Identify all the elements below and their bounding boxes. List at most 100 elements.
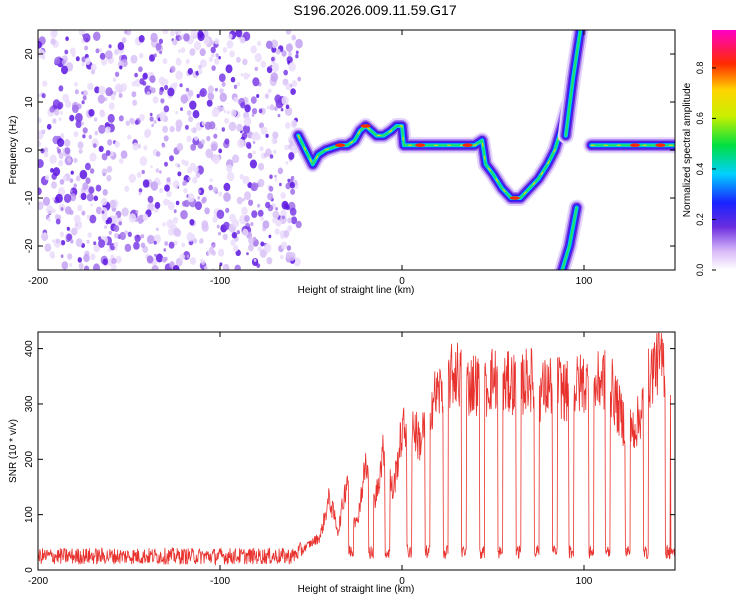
noise-blob <box>161 256 167 263</box>
noise-blob <box>73 183 77 188</box>
noise-blob <box>51 196 56 201</box>
noise-blob <box>67 158 71 163</box>
noise-blob <box>206 135 211 142</box>
noise-blob <box>241 206 248 216</box>
noise-blob <box>75 56 80 62</box>
noise-blob <box>163 135 169 142</box>
noise-blob <box>163 248 167 252</box>
noise-blob <box>224 138 230 145</box>
noise-blob <box>155 43 162 51</box>
noise-blob <box>52 167 61 177</box>
noise-blob <box>98 145 104 153</box>
noise-blob <box>189 219 195 226</box>
noise-blob <box>213 133 218 139</box>
noise-blob <box>106 174 112 182</box>
noise-blob <box>175 257 183 267</box>
x-tick-label: 100 <box>576 276 593 287</box>
noise-blob <box>287 225 293 232</box>
noise-blob <box>223 182 231 192</box>
noise-blob <box>280 254 284 260</box>
noise-blob <box>86 239 90 244</box>
noise-blob <box>200 258 204 263</box>
noise-blob <box>279 215 287 225</box>
noise-blob <box>99 110 106 118</box>
noise-blob <box>230 239 236 246</box>
noise-blob <box>164 161 168 167</box>
noise-blob <box>108 44 112 49</box>
noise-blob <box>73 157 78 163</box>
noise-blob <box>275 48 281 55</box>
noise-blob <box>89 168 95 174</box>
noise-blob <box>55 193 63 203</box>
noise-blob <box>288 152 295 160</box>
noise-blob <box>97 94 105 104</box>
noise-blob <box>181 242 186 248</box>
noise-blob <box>138 188 143 193</box>
noise-blob <box>69 263 73 267</box>
noise-blob <box>284 144 289 151</box>
noise-blob <box>93 195 99 202</box>
noise-blob <box>242 197 246 202</box>
noise-blob <box>235 30 243 38</box>
noise-blob <box>94 86 100 94</box>
noise-blob <box>43 147 49 153</box>
noise-blob <box>258 162 265 171</box>
noise-blob <box>108 230 112 235</box>
noise-blob <box>93 241 97 246</box>
noise-blob <box>201 220 209 229</box>
noise-blob <box>60 133 64 137</box>
noise-blob <box>193 165 199 173</box>
spectrogram-x-ticks: -200 -100 0 100 <box>28 30 593 287</box>
noise-blob <box>53 108 60 116</box>
noise-blob <box>147 202 155 212</box>
noise-blob <box>150 165 153 169</box>
noise-blob <box>295 54 299 59</box>
noise-blob <box>163 91 166 95</box>
noise-blob <box>164 84 169 91</box>
noise-blob <box>195 201 202 211</box>
noise-blob <box>90 63 97 72</box>
noise-blob <box>107 248 111 253</box>
noise-blob <box>274 106 278 111</box>
noise-blob <box>226 171 235 182</box>
noise-blob <box>257 209 264 217</box>
noise-blob <box>151 123 154 127</box>
noise-blob <box>197 196 200 200</box>
noise-blob <box>77 204 83 212</box>
noise-blob <box>180 47 186 54</box>
noise-blob <box>180 107 183 111</box>
noise-blob <box>41 129 46 135</box>
noise-blob <box>113 224 120 233</box>
noise-blob <box>248 237 254 245</box>
noise-blob <box>197 32 205 42</box>
noise-blob <box>101 197 108 206</box>
noise-blob <box>175 31 179 36</box>
noise-blob <box>287 178 291 183</box>
noise-blob <box>257 246 263 252</box>
noise-blob <box>64 147 71 155</box>
noise-blob <box>50 30 57 39</box>
noise-blob <box>138 66 143 73</box>
noise-blob <box>155 151 161 157</box>
noise-blob <box>204 207 210 215</box>
noise-blob <box>158 38 163 44</box>
noise-blob <box>89 152 97 162</box>
noise-blob <box>128 173 136 183</box>
noise-blob <box>207 85 214 93</box>
noise-blob <box>200 139 206 145</box>
snr-y-label: SNR (10 * v/v) <box>8 419 19 483</box>
noise-blob <box>297 76 302 82</box>
noise-blob <box>290 188 296 195</box>
noise-blob <box>272 131 279 139</box>
colorbar-tick-label: 0.6 <box>695 112 705 125</box>
noise-blob <box>86 214 91 220</box>
noise-blob <box>114 247 118 251</box>
noise-blob <box>214 127 218 131</box>
snr-frame <box>37 331 676 571</box>
noise-blob <box>124 185 130 192</box>
noise-blob <box>254 133 261 141</box>
noise-blob <box>203 37 210 46</box>
noise-blob <box>251 258 259 266</box>
noise-blob <box>95 184 102 192</box>
noise-blob <box>164 184 170 192</box>
